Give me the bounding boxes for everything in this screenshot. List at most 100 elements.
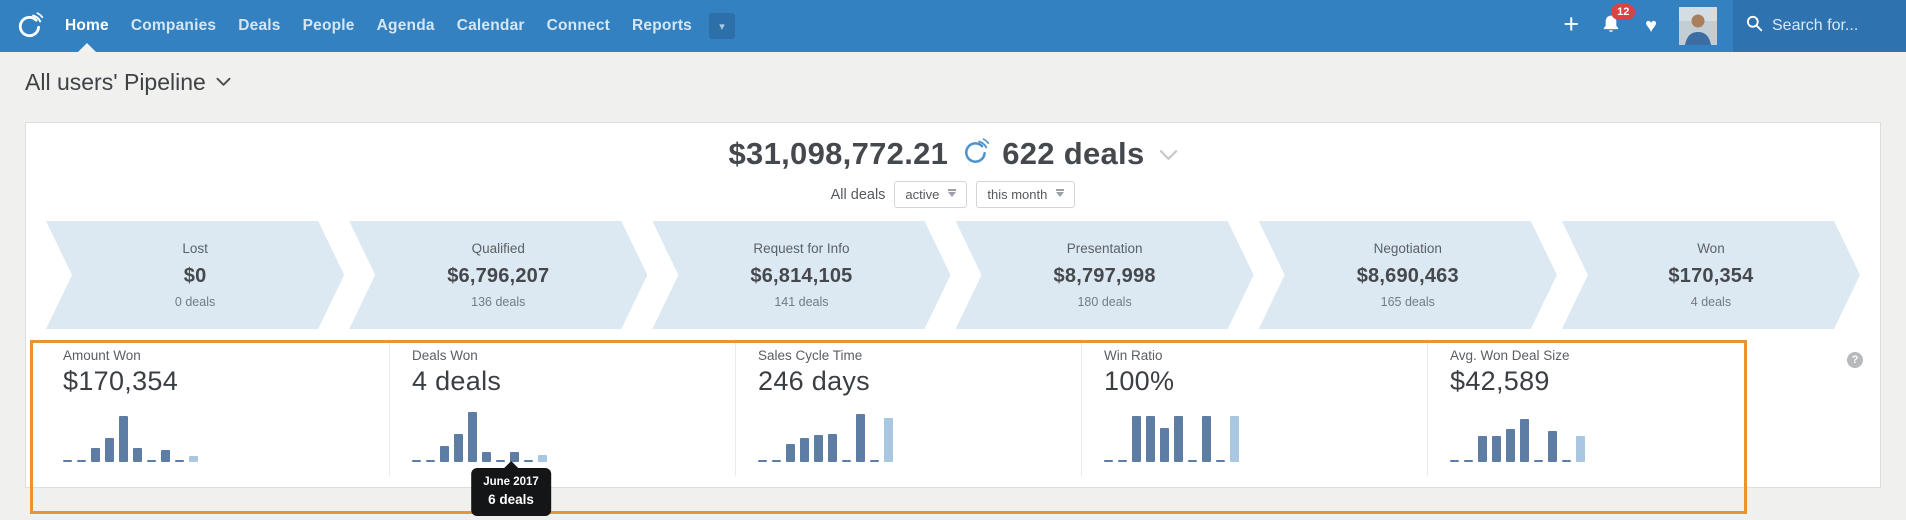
add-new-button[interactable]: + — [1563, 10, 1579, 42]
pipeline-funnel: Lost $0 0 deals Qualified $6,796,207 136… — [46, 221, 1860, 329]
kpi-label: Amount Won — [63, 348, 141, 363]
kpi-label: Sales Cycle Time — [758, 348, 863, 363]
kpi-value: 100% — [1104, 366, 1175, 396]
main-nav: Home Companies Deals People Agenda Calen… — [54, 0, 703, 52]
sparkline-bar — [1118, 460, 1127, 462]
sparkline-bar — [189, 456, 198, 462]
chevron-down-icon — [216, 74, 231, 92]
tooltip-month: June 2017 — [483, 476, 539, 488]
nav-item-connect-label: Connect — [546, 17, 611, 34]
funnel-stage-presentation[interactable]: Presentation $8,797,998 180 deals — [956, 221, 1254, 329]
stage-name: Request for Info — [753, 241, 850, 256]
sparkline-bar — [133, 448, 142, 462]
kpi-amount-won[interactable]: Amount Won $170,354 — [26, 339, 389, 476]
search-icon — [1746, 15, 1763, 37]
kpi-value: 4 deals — [412, 366, 502, 396]
sparkline-bar — [482, 452, 491, 462]
sparkline-bar — [1188, 460, 1197, 462]
nav-item-people-label: People — [302, 17, 355, 34]
heart-icon: ♥ — [1645, 14, 1657, 37]
kpi-sales-cycle-time[interactable]: Sales Cycle Time 246 days — [735, 339, 1081, 476]
stage-value: $6,814,105 — [750, 265, 853, 287]
deals-dropdown-chevron-icon[interactable] — [1159, 148, 1178, 166]
active-tab-caret — [77, 43, 96, 52]
nav-item-people[interactable]: People — [292, 0, 366, 52]
sparkline-bar — [1506, 429, 1515, 462]
page-title: All users' Pipeline — [25, 69, 206, 95]
sparkline-bar — [147, 460, 156, 462]
nav-item-deals[interactable]: Deals — [227, 0, 291, 52]
sparkline-bar — [105, 438, 114, 462]
funnel-stage-negotiation[interactable]: Negotiation $8,690,463 165 deals — [1259, 221, 1557, 329]
kpi-avg-won-deal-size[interactable]: Avg. Won Deal Size $42,589 — [1427, 339, 1880, 476]
stage-deal-count: 180 deals — [1077, 295, 1132, 309]
sparkline-bar — [161, 450, 170, 462]
nav-item-home[interactable]: Home — [54, 0, 120, 52]
funnel-stage-request-for-info[interactable]: Request for Info $6,814,105 141 deals — [652, 221, 950, 329]
period-filter-dropdown[interactable]: this month — [976, 181, 1076, 208]
sparkline-bar — [1104, 460, 1113, 462]
kpi-win-ratio[interactable]: Win Ratio 100% — [1081, 339, 1427, 476]
nav-item-agenda[interactable]: Agenda — [366, 0, 446, 52]
chevron-down-icon: ▾ — [719, 20, 725, 33]
nav-item-connect[interactable]: Connect — [536, 0, 621, 52]
user-avatar[interactable] — [1679, 7, 1717, 45]
funnel-stage-won[interactable]: Won $170,354 4 deals — [1562, 221, 1860, 329]
funnel-stage-qualified[interactable]: Qualified $6,796,207 136 deals — [349, 221, 647, 329]
kpi-sparkline-chart[interactable] — [1104, 412, 1239, 462]
nav-more-button[interactable]: ▾ — [709, 13, 735, 39]
filter-label: All deals — [830, 186, 886, 203]
kpi-row: Amount Won $170,354 Deals Won 4 deals Sa… — [26, 339, 1880, 476]
kpi-deals-won[interactable]: Deals Won 4 deals — [389, 339, 735, 476]
kpi-label: Win Ratio — [1104, 348, 1163, 363]
sparkline-bar — [1202, 416, 1211, 462]
sparkline-bar — [1160, 428, 1169, 462]
sparkline-bar — [1146, 416, 1155, 462]
nav-item-companies[interactable]: Companies — [120, 0, 227, 52]
nav-item-agenda-label: Agenda — [376, 17, 435, 34]
sparkline-bar — [842, 460, 851, 462]
sparkline-bar — [828, 434, 837, 462]
search-input[interactable] — [1772, 17, 1887, 35]
sparkline-bar — [77, 460, 86, 462]
help-icon[interactable]: ? — [1847, 352, 1863, 368]
kpi-sparkline-chart[interactable] — [1450, 412, 1585, 462]
status-filter-value: active — [905, 187, 940, 202]
pipeline-selector[interactable]: All users' Pipeline — [0, 52, 231, 96]
kpi-sparkline-chart[interactable] — [758, 412, 893, 462]
top-navbar: Home Companies Deals People Agenda Calen… — [0, 0, 1906, 52]
stage-name: Lost — [182, 241, 208, 256]
sparkline-bar — [800, 438, 809, 462]
sparkline-bar — [1520, 419, 1529, 462]
nav-item-calendar[interactable]: Calendar — [446, 0, 536, 52]
chevron-down-icon — [948, 189, 957, 197]
sparkline-bar — [119, 416, 128, 462]
kpi-sparkline-chart[interactable] — [63, 412, 198, 462]
sparkline-bar — [870, 460, 879, 462]
sparkline-bar — [1132, 416, 1141, 462]
funnel-stage-lost[interactable]: Lost $0 0 deals — [46, 221, 344, 329]
notifications-button[interactable]: 12 — [1601, 3, 1636, 40]
stage-deal-count: 136 deals — [471, 295, 526, 309]
total-pipeline-value: $31,098,772.21 — [728, 136, 949, 171]
sparkline-bar — [856, 414, 865, 462]
total-deals-count: 622 deals — [1002, 136, 1145, 171]
favorites-button[interactable]: ♥ — [1645, 15, 1657, 38]
global-search[interactable] — [1733, 0, 1906, 52]
sparkline-bar — [884, 418, 893, 462]
stage-value: $170,354 — [1668, 265, 1754, 287]
nav-item-calendar-label: Calendar — [456, 17, 525, 34]
nav-item-reports[interactable]: Reports — [621, 0, 703, 52]
stage-name: Qualified — [471, 241, 525, 256]
app-logo-icon[interactable] — [14, 11, 44, 41]
nav-item-reports-label: Reports — [632, 17, 692, 34]
sparkline-bar — [496, 460, 505, 462]
kpi-value: 246 days — [758, 366, 870, 396]
stage-deal-count: 0 deals — [174, 295, 216, 309]
status-filter-dropdown[interactable]: active — [894, 181, 968, 208]
kpi-sparkline-chart[interactable] — [412, 412, 547, 462]
sparkline-bar — [63, 460, 72, 462]
stage-value: $6,796,207 — [447, 265, 550, 287]
sparkline-bar — [91, 448, 100, 462]
sparkline-bar — [814, 435, 823, 462]
